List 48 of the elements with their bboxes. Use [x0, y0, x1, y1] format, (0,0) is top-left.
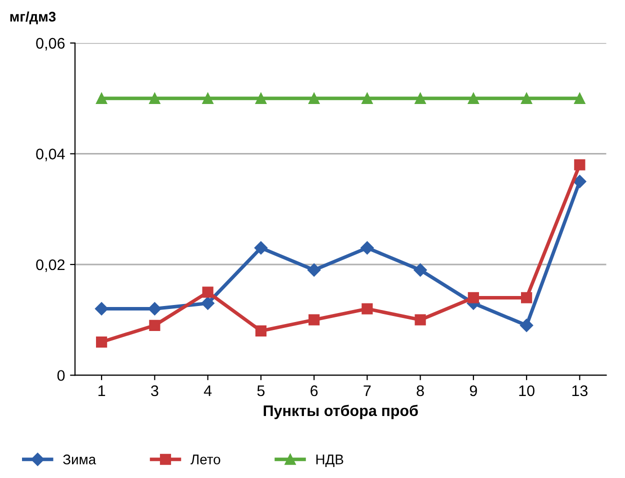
- x-tick-label: 13: [572, 385, 588, 396]
- y-tick-label: 0,06: [36, 38, 65, 51]
- point: [202, 92, 214, 104]
- point: [149, 320, 160, 331]
- point: [308, 92, 320, 104]
- x-axis-title: Пункты отбора проб: [264, 404, 418, 420]
- y-tick-label: 0: [57, 370, 65, 381]
- legend-label: Зима: [63, 454, 96, 464]
- x-tick-label: 10: [519, 385, 534, 396]
- point: [362, 92, 373, 104]
- point: [520, 318, 534, 332]
- point: [573, 174, 586, 188]
- x-tick-label: 4: [204, 386, 212, 396]
- point: [202, 286, 214, 298]
- point: [148, 302, 162, 316]
- point: [254, 241, 268, 254]
- point: [574, 92, 586, 104]
- point: [574, 159, 586, 170]
- point: [307, 263, 321, 277]
- x-tick-label: 9: [470, 385, 477, 396]
- point: [468, 292, 479, 304]
- point: [414, 92, 426, 104]
- point: [96, 336, 108, 348]
- point: [201, 296, 214, 310]
- point: [308, 314, 320, 326]
- point: [414, 314, 426, 326]
- point: [362, 303, 373, 314]
- point: [521, 292, 532, 304]
- x-tick-label: 3: [151, 385, 158, 396]
- point: [468, 92, 479, 104]
- x-tick-label: 5: [257, 386, 265, 396]
- y-tick-label: 0,04: [36, 148, 65, 162]
- point: [360, 241, 374, 254]
- point: [414, 263, 427, 277]
- legend-label: НДВ: [316, 454, 344, 468]
- x-tick-label: 1: [98, 386, 106, 396]
- point: [521, 92, 532, 104]
- point: [149, 92, 160, 104]
- point: [255, 325, 266, 336]
- legend-label: Лето: [190, 454, 220, 464]
- x-tick-label: 7: [364, 386, 371, 396]
- x-tick-label: 6: [310, 385, 318, 396]
- point: [96, 92, 108, 104]
- point: [94, 302, 108, 316]
- point: [255, 92, 266, 104]
- x-tick-label: 8: [416, 385, 424, 396]
- y-tick-label: 0,02: [36, 259, 65, 272]
- y-axis-title: мг/дм3: [10, 11, 56, 24]
